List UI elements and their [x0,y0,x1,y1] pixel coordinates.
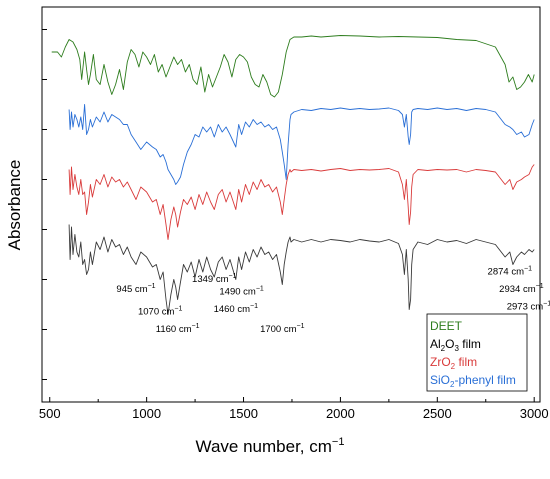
peak-annotation-text: 945 cm [116,284,147,295]
peak-annotation-superscript: −1 [174,306,182,313]
peak-annotation-superscript: −1 [256,286,264,293]
series-line-zro2-film [68,164,535,240]
peak-annotation: 945 cm−1 [116,283,155,295]
peak-annotation-text: 2874 cm [488,267,525,278]
series-layer [51,35,535,315]
peak-annotation-text: 1349 cm [192,274,229,285]
peak-annotation-text: 2973 cm [507,302,544,313]
peak-annotation-superscript: −1 [536,283,544,290]
x-tick-label: 3000 [520,406,549,421]
peak-annotation-superscript: −1 [148,283,156,290]
series-line-deet [51,35,535,98]
legend-item-zro2: ZrO2 film [430,355,477,371]
legend-zr-text: ZrO [430,355,451,369]
x-axis-ticks: 500 1000 1500 2000 2500 3000 [39,397,549,421]
legend-zr-sub1: 2 [451,362,456,371]
x-tick-label: 2000 [326,406,355,421]
peak-annotation: 1460 cm−1 [214,303,259,315]
peak-annotation-text: 1490 cm [219,287,256,298]
peak-annotation: 1349 cm−1 [192,273,237,285]
legend-zr-tail: film [455,355,477,369]
peak-annotation-text: 1700 cm [260,324,297,335]
legend-si-text: SiO [430,373,450,387]
peak-annotation: 2934 cm−1 [499,283,544,295]
legend-item-al2o3: Al2O3 film [430,337,481,353]
x-axis-title: Wave number, cm−1 [196,436,345,456]
peak-annotation-superscript: −1 [228,273,236,280]
peak-annotation: 1070 cm−1 [138,306,183,318]
peak-annotation-superscript: −1 [192,323,200,330]
peak-annotation-superscript: −1 [297,323,305,330]
peak-annotation: 2874 cm−1 [488,266,533,278]
peak-annotation-text: 2934 cm [499,284,536,295]
legend-al-mid: O [445,337,454,351]
x-axis-title-superscript: −1 [332,436,345,448]
legend: DEET Al2O3 film ZrO2 film SiO2-phenyl fi… [426,313,528,392]
peak-annotation-text: 1460 cm [214,304,251,315]
x-axis-title-text: Wave number, cm [196,437,332,456]
peak-annotation-text: 1070 cm [138,307,175,318]
peak-annotation: 1700 cm−1 [260,323,305,335]
peak-annotation-superscript: −1 [524,266,532,273]
plot-frame [41,6,541,403]
legend-si-sub1: 2 [450,380,455,389]
x-tick-label: 1000 [132,406,161,421]
series-line-al2o3-film [68,224,535,315]
series-line-sio2-phenyl-film [68,104,535,185]
legend-al-sub2: 3 [454,344,459,353]
legend-box [426,313,528,392]
y-axis-title: Absorbance [5,160,24,251]
peak-annotation-superscript: −1 [543,301,550,308]
peak-annotation: 1490 cm−1 [219,286,264,298]
peak-annotation-text: 1160 cm [156,324,192,335]
legend-al-text: Al [430,337,441,351]
legend-item-sio2-phenyl: SiO2-phenyl film [430,373,516,389]
legend-item-deet: DEET [430,319,463,333]
legend-al-tail: film [459,337,481,351]
y-axis-ticks [42,29,47,380]
peak-annotation-superscript: −1 [250,303,258,310]
x-tick-label: 1500 [229,406,258,421]
peak-annotation: 1160 cm−1 [156,323,200,335]
x-tick-label: 2500 [423,406,452,421]
x-tick-label: 500 [39,406,61,421]
legend-al-sub1: 2 [441,344,446,353]
legend-si-tail: -phenyl film [454,373,515,387]
peak-annotation: 2973 cm−1 [507,301,550,313]
